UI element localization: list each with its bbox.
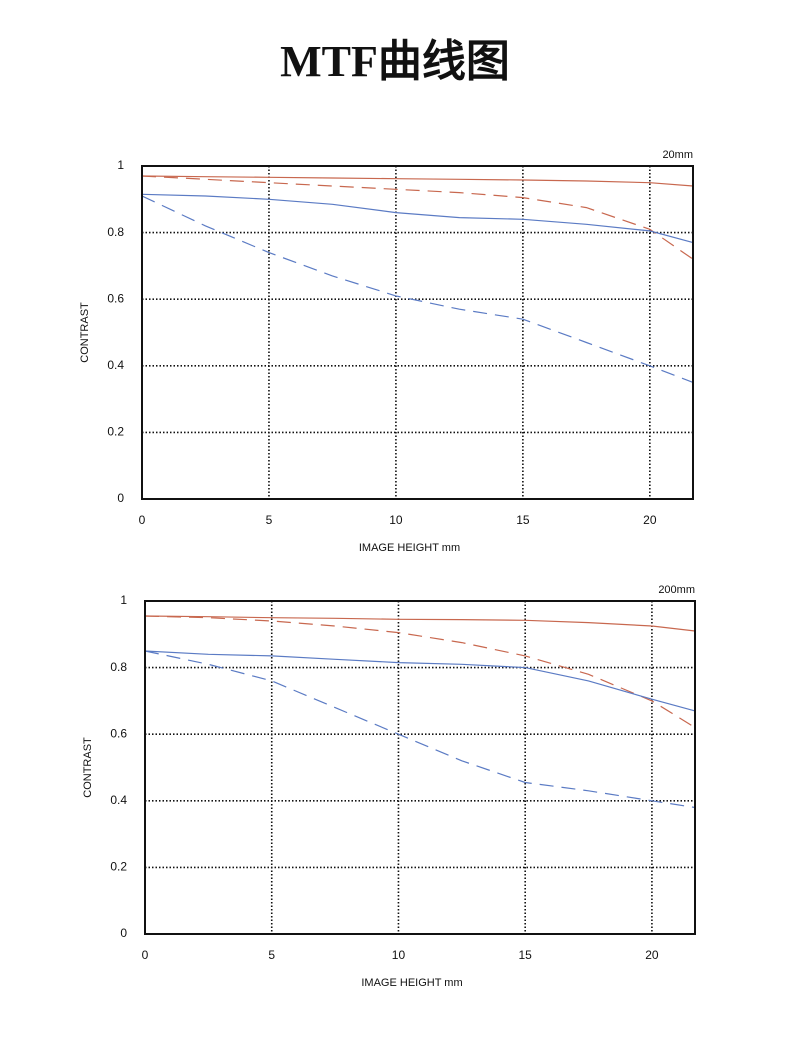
x-tick-label: 20 (645, 948, 659, 962)
y-tick-label: 0.8 (110, 660, 127, 674)
y-tick-label: 0.8 (107, 225, 124, 239)
plot-frame (144, 600, 696, 935)
x-tick-label: 0 (139, 513, 146, 527)
x-tick-label: 5 (266, 513, 273, 527)
x-axis-label: IMAGE HEIGHT mm (361, 977, 462, 989)
x-tick-label: 15 (519, 948, 533, 962)
x-tick-label: 10 (392, 948, 406, 962)
plot-frame (141, 165, 694, 500)
y-tick-label: 0.4 (110, 793, 127, 807)
mtf-line (144, 650, 696, 809)
x-tick-label: 0 (142, 948, 149, 962)
mtf-line (141, 175, 694, 260)
x-tick-label: 5 (268, 948, 275, 962)
annotation: 20mm (662, 149, 693, 161)
x-tick-label: 10 (389, 513, 403, 527)
y-tick-label: 1 (117, 158, 124, 172)
x-tick-label: 20 (643, 513, 657, 527)
y-tick-label: 0 (120, 926, 127, 940)
page-title: MTF曲线图 (280, 37, 510, 86)
y-tick-label: 1 (120, 593, 127, 607)
y-tick-label: 0 (117, 491, 124, 505)
x-axis-label: IMAGE HEIGHT mm (359, 542, 460, 554)
y-tick-label: 0.2 (107, 425, 124, 439)
mtf-line (141, 195, 694, 383)
y-tick-label: 0.4 (107, 358, 124, 372)
mtf-line (144, 615, 696, 729)
y-tick-label: 0.6 (107, 291, 124, 305)
x-tick-label: 15 (516, 513, 530, 527)
mtf-line (144, 615, 696, 632)
mtf-line (144, 650, 696, 712)
y-tick-label: 0.6 (110, 726, 127, 740)
mtf-line (141, 193, 694, 244)
annotation: 200mm (658, 584, 695, 596)
y-axis-label: CONTRAST (79, 302, 91, 363)
y-tick-label: 0.2 (110, 860, 127, 874)
y-axis-label: CONTRAST (82, 737, 94, 798)
mtf-line (141, 175, 694, 187)
